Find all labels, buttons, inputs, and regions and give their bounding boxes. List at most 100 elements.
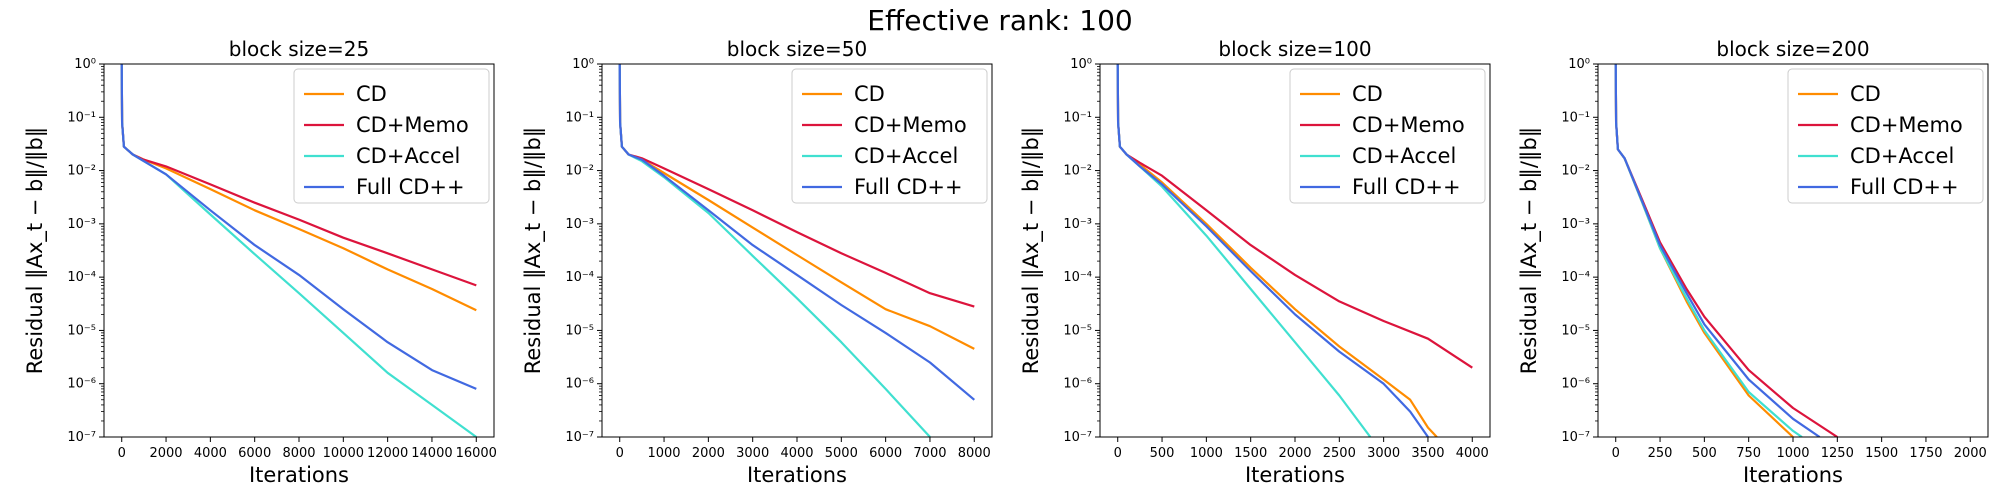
x-tick-label: 2000 [1954, 446, 1987, 461]
legend-label: CD+Accel [854, 144, 958, 168]
y-tick-label: 10⁻⁷ [1063, 430, 1092, 445]
x-tick-label: 8000 [958, 446, 991, 461]
x-tick-label: 6000 [238, 446, 271, 461]
y-tick-label: 10⁻¹ [67, 110, 96, 125]
y-tick-label: 10⁻⁶ [67, 377, 96, 392]
x-tick-label: 12000 [367, 446, 408, 461]
y-axis-label: Residual ‖Ax_t − b‖/‖b‖ [521, 127, 546, 375]
x-tick-label: 1000 [1776, 446, 1809, 461]
y-tick-label: 10⁻⁴ [1561, 270, 1590, 285]
legend-label: CD [1850, 82, 1881, 106]
x-tick-label: 0 [1114, 446, 1122, 461]
x-tick-label: 2000 [692, 446, 725, 461]
x-tick-label: 3500 [1411, 446, 1444, 461]
legend-label: CD+Memo [356, 113, 469, 137]
x-tick-label: 1750 [1909, 446, 1942, 461]
y-tick-label: 10⁻⁴ [1063, 270, 1092, 285]
legend-label: CD+Accel [1352, 144, 1456, 168]
legend-label: CD+Memo [1850, 113, 1963, 137]
y-tick-label: 10⁻² [1063, 164, 1092, 179]
y-tick-label: 10⁻² [565, 164, 594, 179]
x-tick-label: 1250 [1821, 446, 1854, 461]
x-tick-label: 250 [1648, 446, 1673, 461]
legend: CD CD+Memo CD+Accel Full CD++ [293, 68, 490, 204]
y-tick-label: 10⁻¹ [1561, 110, 1590, 125]
legend-box [1289, 68, 1486, 204]
legend-box [791, 68, 988, 204]
series-line-full-cd- [618, 64, 976, 401]
series-line-full-cd- [1614, 64, 1821, 437]
y-axis-label: Residual ‖Ax_t − b‖/‖b‖ [23, 127, 48, 375]
y-tick-label: 10⁻³ [67, 217, 96, 232]
legend-label: CD [356, 82, 387, 106]
y-tick-label: 10⁻⁵ [1063, 323, 1092, 338]
x-tick-label: 0 [1612, 446, 1620, 461]
x-tick-label: 1000 [1190, 446, 1223, 461]
x-tick-label: 1500 [1234, 446, 1267, 461]
y-tick-label: 10⁰ [572, 57, 594, 72]
y-tick-label: 10⁰ [1568, 57, 1590, 72]
series-line-full-cd- [1116, 64, 1429, 437]
y-tick-label: 10⁻¹ [565, 110, 594, 125]
y-tick-label: 10⁻⁴ [67, 270, 96, 285]
y-tick-label: 10⁻² [67, 164, 96, 179]
legend-label: CD [1352, 82, 1383, 106]
chart-title: block size=200 [1716, 37, 1869, 61]
x-tick-label: 4000 [780, 446, 813, 461]
x-tick-label: 10000 [323, 446, 364, 461]
y-tick-label: 10⁻⁵ [565, 323, 594, 338]
x-tick-label: 4000 [1456, 446, 1489, 461]
chart-title: block size=25 [229, 37, 369, 61]
y-tick-label: 10⁻¹ [1063, 110, 1092, 125]
y-tick-label: 10⁻⁷ [565, 430, 594, 445]
legend: CD CD+Memo CD+Accel Full CD++ [1289, 68, 1486, 204]
x-tick-label: 1000 [647, 446, 680, 461]
y-tick-label: 10⁰ [1070, 57, 1092, 72]
x-tick-label: 6000 [869, 446, 902, 461]
x-tick-label: 16000 [456, 446, 497, 461]
legend-box [1787, 68, 1984, 204]
x-axis-label: Iterations [249, 463, 349, 487]
y-tick-label: 10⁻³ [1561, 217, 1590, 232]
figure-suptitle: Effective rank: 100 [867, 4, 1133, 37]
x-tick-label: 2000 [1278, 446, 1311, 461]
y-tick-label: 10⁻⁵ [67, 323, 96, 338]
x-tick-label: 4000 [194, 446, 227, 461]
x-axis-label: Iterations [747, 463, 847, 487]
legend-label: CD+Memo [1352, 113, 1465, 137]
chart-panel-3: block size=100 0 500 1000 1500 2000 2500 3000 35… [1019, 37, 1491, 487]
y-tick-label: 10⁻⁷ [67, 430, 96, 445]
x-tick-label: 3000 [1367, 446, 1400, 461]
y-tick-label: 10⁻² [1561, 164, 1590, 179]
y-tick-label: 10⁻⁴ [565, 270, 594, 285]
chart-panel-2: block size=50 0 1000 2000 3000 4000 5000 6000 70… [521, 37, 993, 487]
x-tick-label: 500 [1692, 446, 1717, 461]
chart-title: block size=100 [1218, 37, 1371, 61]
legend-label: CD+Accel [356, 144, 460, 168]
x-tick-label: 2000 [149, 446, 182, 461]
x-tick-label: 8000 [282, 446, 315, 461]
x-tick-label: 1500 [1865, 446, 1898, 461]
y-tick-label: 10⁰ [74, 57, 96, 72]
chart-panel-1: block size=25 0 2000 4000 6000 8000 10000 12000… [23, 37, 497, 487]
chart-title: block size=50 [727, 37, 867, 61]
legend: CD CD+Memo CD+Accel Full CD++ [1787, 68, 1984, 204]
y-axis-label: Residual ‖Ax_t − b‖/‖b‖ [1517, 127, 1542, 375]
y-tick-label: 10⁻⁶ [565, 377, 594, 392]
y-tick-label: 10⁻³ [565, 217, 594, 232]
y-tick-label: 10⁻⁶ [1561, 377, 1590, 392]
legend-label: Full CD++ [1850, 175, 1959, 199]
chart-panel-4: block size=200 0 250 500 750 1000 1250 1500 1750… [1517, 37, 1989, 487]
x-tick-label: 0 [118, 446, 126, 461]
y-tick-label: 10⁻⁵ [1561, 323, 1590, 338]
x-tick-label: 500 [1150, 446, 1175, 461]
legend: CD CD+Memo CD+Accel Full CD++ [791, 68, 988, 204]
legend-label: Full CD++ [1352, 175, 1461, 199]
legend-label: CD+Accel [1850, 144, 1954, 168]
legend-label: Full CD++ [356, 175, 465, 199]
series-line-full-cd- [120, 64, 477, 390]
x-tick-label: 14000 [411, 446, 452, 461]
y-tick-label: 10⁻³ [1063, 217, 1092, 232]
y-axis-label: Residual ‖Ax_t − b‖/‖b‖ [1019, 127, 1044, 375]
